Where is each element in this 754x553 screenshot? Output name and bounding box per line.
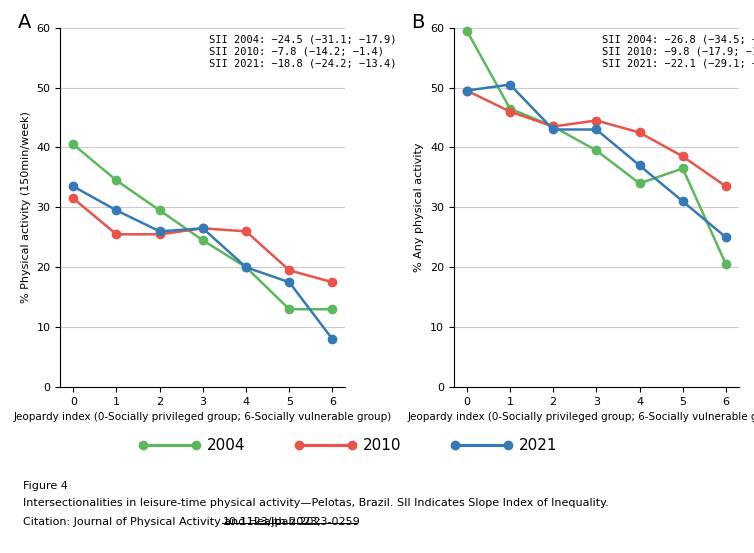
Text: 2010: 2010 bbox=[363, 437, 402, 453]
Text: Figure 4: Figure 4 bbox=[23, 481, 68, 491]
X-axis label: Jeopardy index (0-Socially privileged group; 6-Socially vulnerable group): Jeopardy index (0-Socially privileged gr… bbox=[14, 413, 392, 422]
Text: 2021: 2021 bbox=[519, 437, 557, 453]
X-axis label: Jeopardy index (0-Socially privileged group; 6-Socially vulnerable group): Jeopardy index (0-Socially privileged gr… bbox=[407, 413, 754, 422]
Text: 2004: 2004 bbox=[207, 437, 246, 453]
Text: 10.1123/jpah.2023-0259: 10.1123/jpah.2023-0259 bbox=[222, 517, 360, 527]
Text: A: A bbox=[17, 13, 31, 32]
Text: SII 2004: −26.8 (−34.5; −19.4)
SII 2010: −9.8 (−17.9; −1.8)
SII 2021: −22.1 (−29: SII 2004: −26.8 (−34.5; −19.4) SII 2010:… bbox=[602, 35, 754, 68]
Y-axis label: % Physical activity (150min/week): % Physical activity (150min/week) bbox=[21, 112, 31, 303]
Text: Intersectionalities in leisure-time physical activity—Pelotas, Brazil. SII Indic: Intersectionalities in leisure-time phys… bbox=[23, 498, 608, 508]
Text: B: B bbox=[411, 13, 425, 32]
Text: Citation: Journal of Physical Activity and Health 2023;: Citation: Journal of Physical Activity a… bbox=[23, 517, 324, 527]
Text: SII 2004: −24.5 (−31.1; −17.9)
SII 2010: −7.8 (−14.2; −1.4)
SII 2021: −18.8 (−24: SII 2004: −24.5 (−31.1; −17.9) SII 2010:… bbox=[209, 35, 396, 68]
Y-axis label: % Any physical activity: % Any physical activity bbox=[415, 143, 425, 272]
